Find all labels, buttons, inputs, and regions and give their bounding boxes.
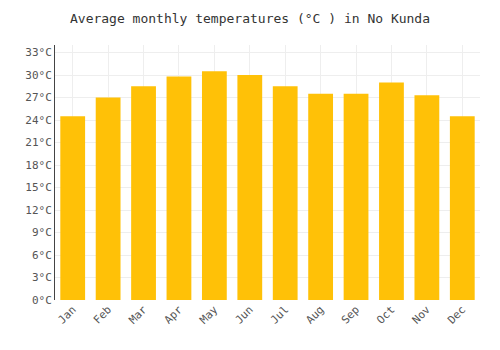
svg-text:Average monthly temperatures (: Average monthly temperatures (°C ) in No…	[70, 11, 430, 26]
svg-text:21°C: 21°C	[25, 136, 52, 149]
svg-text:Jun: Jun	[233, 303, 256, 326]
svg-text:0°C: 0°C	[32, 294, 52, 307]
svg-text:33°C: 33°C	[25, 46, 52, 59]
svg-text:Apr: Apr	[162, 303, 186, 327]
svg-text:Dec: Dec	[445, 303, 468, 326]
svg-text:Mar: Mar	[126, 303, 150, 327]
svg-text:12°C: 12°C	[25, 204, 52, 217]
svg-text:Sep: Sep	[339, 303, 362, 326]
svg-text:May: May	[197, 303, 221, 327]
svg-text:27°C: 27°C	[25, 91, 52, 104]
svg-text:3°C: 3°C	[32, 271, 52, 284]
svg-text:24°C: 24°C	[25, 114, 52, 127]
svg-text:18°C: 18°C	[25, 159, 52, 172]
svg-text:Oct: Oct	[374, 303, 397, 326]
svg-text:Aug: Aug	[303, 303, 326, 326]
svg-text:15°C: 15°C	[25, 181, 52, 194]
svg-text:6°C: 6°C	[32, 249, 52, 262]
svg-text:9°C: 9°C	[32, 226, 52, 239]
svg-text:Jul: Jul	[268, 303, 291, 326]
svg-text:Feb: Feb	[91, 303, 114, 326]
svg-text:Jan: Jan	[55, 303, 78, 326]
svg-text:Nov: Nov	[410, 303, 434, 327]
svg-text:30°C: 30°C	[25, 69, 52, 82]
